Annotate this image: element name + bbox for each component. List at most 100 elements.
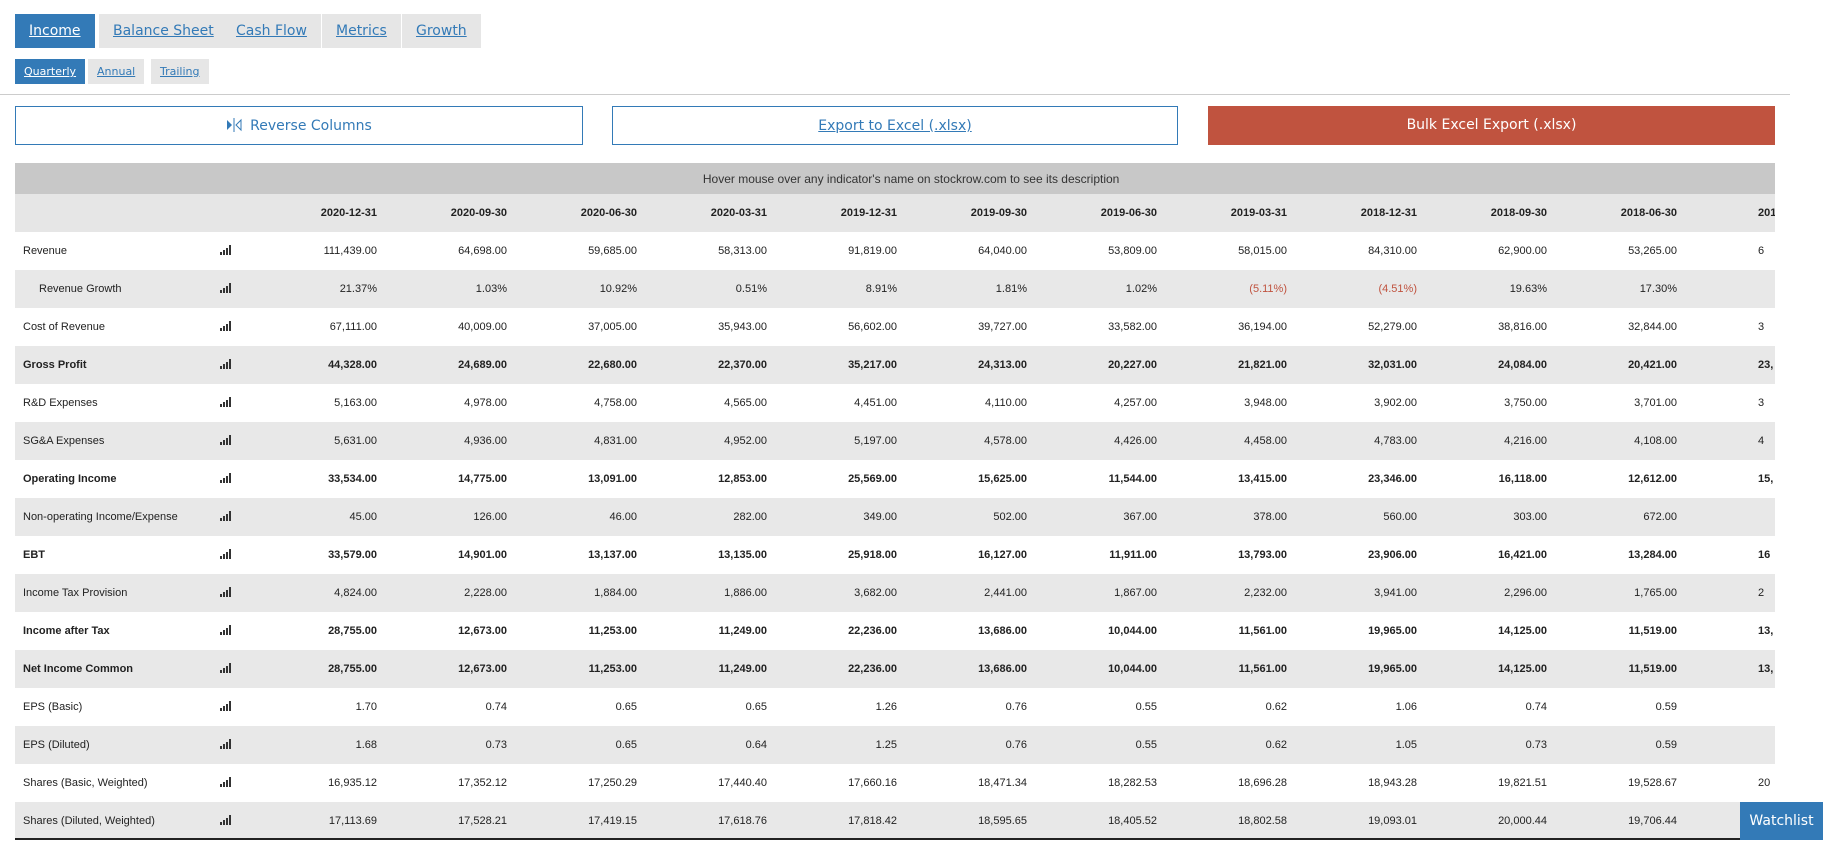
- cell: 4,952.00: [637, 422, 767, 460]
- chart-icon[interactable]: [220, 738, 231, 749]
- cell: 20,227.00: [1027, 346, 1157, 384]
- cell: 0.59: [1655, 701, 1677, 713]
- row-label[interactable]: EPS (Basic): [23, 701, 83, 713]
- row-label[interactable]: SG&A Expenses: [15, 422, 220, 460]
- cell: 11,249.00: [718, 625, 767, 637]
- cell: 4: [1677, 422, 1775, 460]
- subtab[interactable]: Annual: [88, 59, 145, 84]
- cell: 16: [1758, 549, 1771, 561]
- chart-icon[interactable]: [220, 358, 231, 369]
- cell: 4,578.00: [897, 422, 1027, 460]
- cell: 22,370.00: [637, 346, 767, 384]
- cell: 39,727.00: [978, 321, 1027, 333]
- cell: 35,217.00: [767, 346, 897, 384]
- data-row: EBT 33,579.00 14,901.00 13,137.00 13,135.00 2…: [15, 536, 1775, 574]
- row-label[interactable]: Shares (Basic, Weighted): [23, 777, 148, 789]
- cell: 4,426.00: [1027, 422, 1157, 460]
- bulk-export-button[interactable]: Bulk Excel Export (.xlsx): [1208, 106, 1775, 145]
- chart-icon[interactable]: [220, 434, 231, 445]
- chart-icon[interactable]: [220, 662, 231, 673]
- chart-icon[interactable]: [220, 244, 231, 255]
- row-label[interactable]: EBT: [23, 549, 45, 561]
- tab[interactable]: Cash Flow: [222, 14, 321, 48]
- cell: 25,918.00: [848, 549, 897, 561]
- cell: 0.74: [485, 701, 507, 713]
- cell: 64,040.00: [978, 245, 1027, 257]
- tab[interactable]: Metrics: [322, 14, 401, 48]
- icon-cell: [220, 574, 247, 612]
- reverse-button[interactable]: Reverse Columns: [15, 106, 583, 145]
- data-row: Income Tax Provision 4,824.00 2,228.00 1,88…: [15, 574, 1775, 612]
- cell: 15,: [1758, 473, 1774, 485]
- cell: 11,519.00: [1547, 650, 1677, 688]
- chart-icon[interactable]: [220, 776, 231, 787]
- cell: 17,440.40: [718, 777, 767, 789]
- cell: 11,544.00: [1108, 473, 1157, 485]
- row-label[interactable]: Income Tax Provision: [15, 574, 220, 612]
- cell: 17.30%: [1547, 270, 1677, 308]
- icon-cell: [220, 498, 247, 536]
- cell: 17,660.16: [848, 777, 897, 789]
- cell: 19,965.00: [1368, 625, 1417, 637]
- row-label[interactable]: Shares (Diluted, Weighted): [15, 802, 220, 838]
- cell: 22,236.00: [848, 625, 897, 637]
- data-row: R&D Expenses 5,163.00 4,978.00 4,758.00 4,56…: [15, 384, 1775, 422]
- cell: 19,821.51: [1498, 777, 1547, 789]
- row-label[interactable]: Operating Income: [23, 473, 117, 485]
- row-label[interactable]: Cost of Revenue: [23, 321, 105, 333]
- cell: 1.81%: [897, 270, 1027, 308]
- cell: 1.26: [875, 701, 897, 713]
- chart-icon[interactable]: [220, 320, 231, 331]
- tab[interactable]: Balance Sheet: [99, 14, 228, 48]
- cell: 1.25: [767, 726, 897, 764]
- cell: 22,236.00: [767, 650, 897, 688]
- cell: 4,216.00: [1417, 422, 1547, 460]
- column-header: 2019-12-31: [767, 194, 897, 232]
- watchlist-button[interactable]: Watchlist: [1740, 802, 1823, 840]
- chart-icon[interactable]: [220, 586, 231, 597]
- chart-icon[interactable]: [220, 510, 231, 521]
- cell: 13,686.00: [978, 625, 1027, 637]
- chart-icon[interactable]: [220, 624, 231, 635]
- cell: 84,310.00: [1368, 245, 1417, 257]
- row-label[interactable]: Net Income Common: [15, 650, 220, 688]
- button-label: Bulk Excel Export (.xlsx): [1406, 117, 1577, 133]
- row-label[interactable]: Income after Tax: [23, 625, 110, 637]
- data-row: Revenue Growth 21.37% 1.03% 10.92% 0.51% 8.91…: [15, 270, 1775, 308]
- cell: 58,015.00: [1238, 245, 1287, 257]
- column-header: 2020-09-30: [377, 194, 507, 232]
- cell: 10,044.00: [1108, 625, 1157, 637]
- chart-icon[interactable]: [220, 396, 231, 407]
- cell: 18,696.28: [1238, 777, 1287, 789]
- subtab[interactable]: Trailing: [151, 59, 209, 84]
- chart-icon[interactable]: [220, 548, 231, 559]
- row-label[interactable]: Revenue Growth: [15, 270, 220, 308]
- cell: 14,125.00: [1498, 625, 1547, 637]
- cell: 18,595.65: [897, 802, 1027, 838]
- cell: 0.62: [1157, 726, 1287, 764]
- cell: 3,902.00: [1374, 397, 1417, 409]
- cell: 46.00: [507, 498, 637, 536]
- column-header: 2020-06-30: [507, 194, 637, 232]
- tab[interactable]: Income: [15, 14, 95, 48]
- header-cell: [15, 194, 220, 232]
- icon-cell: [220, 764, 247, 802]
- cell: 1.70: [355, 701, 377, 713]
- cell: 37,005.00: [588, 321, 637, 333]
- chart-icon[interactable]: [220, 700, 231, 711]
- row-label[interactable]: EPS (Diluted): [15, 726, 220, 764]
- cell: 12,853.00: [718, 473, 767, 485]
- chart-icon[interactable]: [220, 282, 231, 293]
- row-label[interactable]: Revenue: [23, 245, 68, 257]
- cell: 18,802.58: [1157, 802, 1287, 838]
- cell: 67,111.00: [329, 321, 377, 333]
- row-label[interactable]: R&D Expenses: [23, 397, 98, 409]
- export-button[interactable]: Export to Excel (.xlsx): [612, 106, 1178, 145]
- chart-icon[interactable]: [220, 472, 231, 483]
- row-label[interactable]: Gross Profit: [15, 346, 220, 384]
- subtab[interactable]: Quarterly: [15, 59, 86, 84]
- row-label[interactable]: Non-operating Income/Expense: [15, 498, 220, 536]
- tab[interactable]: Growth: [402, 14, 481, 48]
- chart-icon[interactable]: [220, 814, 231, 825]
- cell: 14,901.00: [458, 549, 507, 561]
